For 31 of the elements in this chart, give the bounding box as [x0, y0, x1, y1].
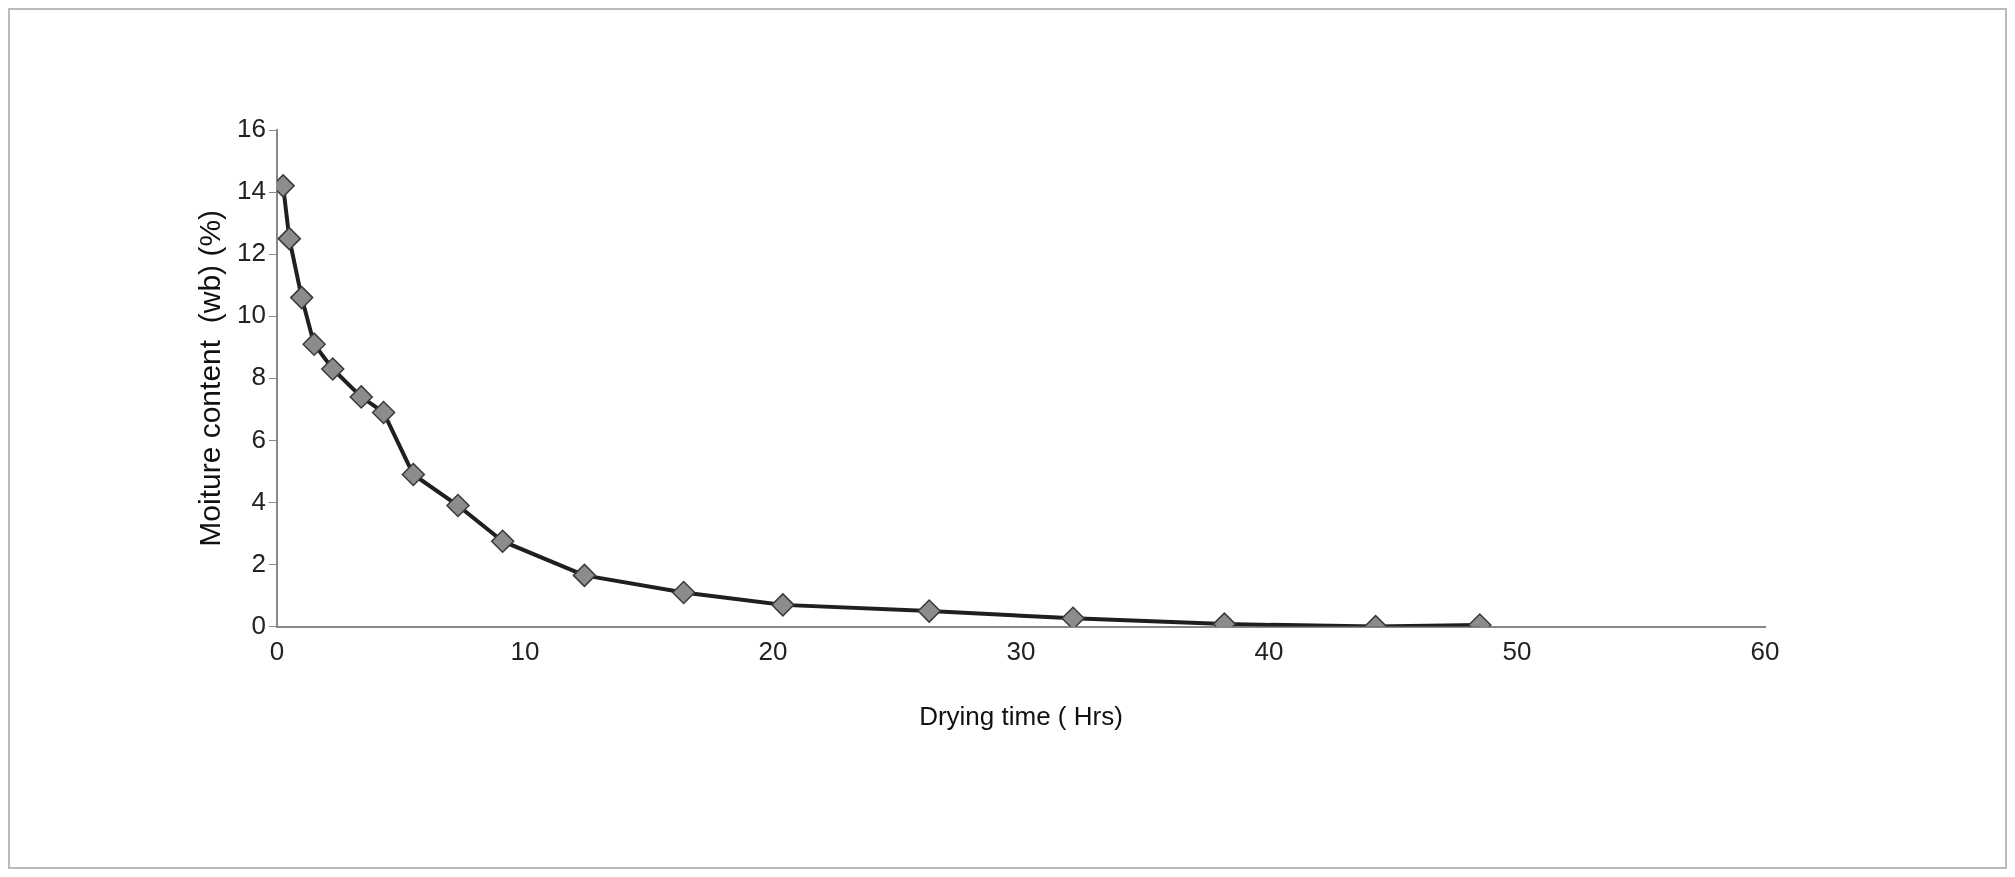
x-tick-label: 50	[1502, 636, 1532, 667]
point	[671, 580, 696, 605]
point	[277, 226, 302, 251]
x-axis-title: Drying time ( Hrs)	[919, 700, 1123, 731]
y-tick-label: 10	[237, 299, 266, 330]
x-tick-label: 20	[758, 636, 788, 667]
y-tick-label: 8	[251, 361, 266, 392]
y-tick-label: 4	[251, 485, 266, 516]
point	[289, 285, 314, 310]
y-tick-label: 14	[237, 175, 266, 206]
y-tick-label: 16	[237, 113, 266, 144]
y-tick-label: 0	[251, 609, 266, 640]
point	[771, 593, 795, 617]
point	[401, 462, 426, 487]
point	[446, 493, 470, 518]
x-tick-label: 30	[1006, 636, 1036, 667]
point	[572, 563, 597, 588]
y-tick-label: 6	[251, 423, 266, 454]
point	[371, 400, 396, 425]
y-tick-label: 2	[251, 547, 266, 578]
point	[917, 599, 941, 623]
point	[1061, 606, 1085, 627]
point	[320, 357, 345, 381]
point	[349, 385, 373, 409]
point	[302, 332, 326, 356]
x-tick-label: 10	[510, 636, 540, 667]
x-tick-label: 40	[1254, 636, 1284, 667]
point	[490, 529, 515, 553]
y-axis-title: Moiture content (wb) (%)	[193, 209, 227, 547]
y-tick-label: 12	[237, 237, 266, 268]
x-tick-label: 60	[1750, 636, 1780, 667]
